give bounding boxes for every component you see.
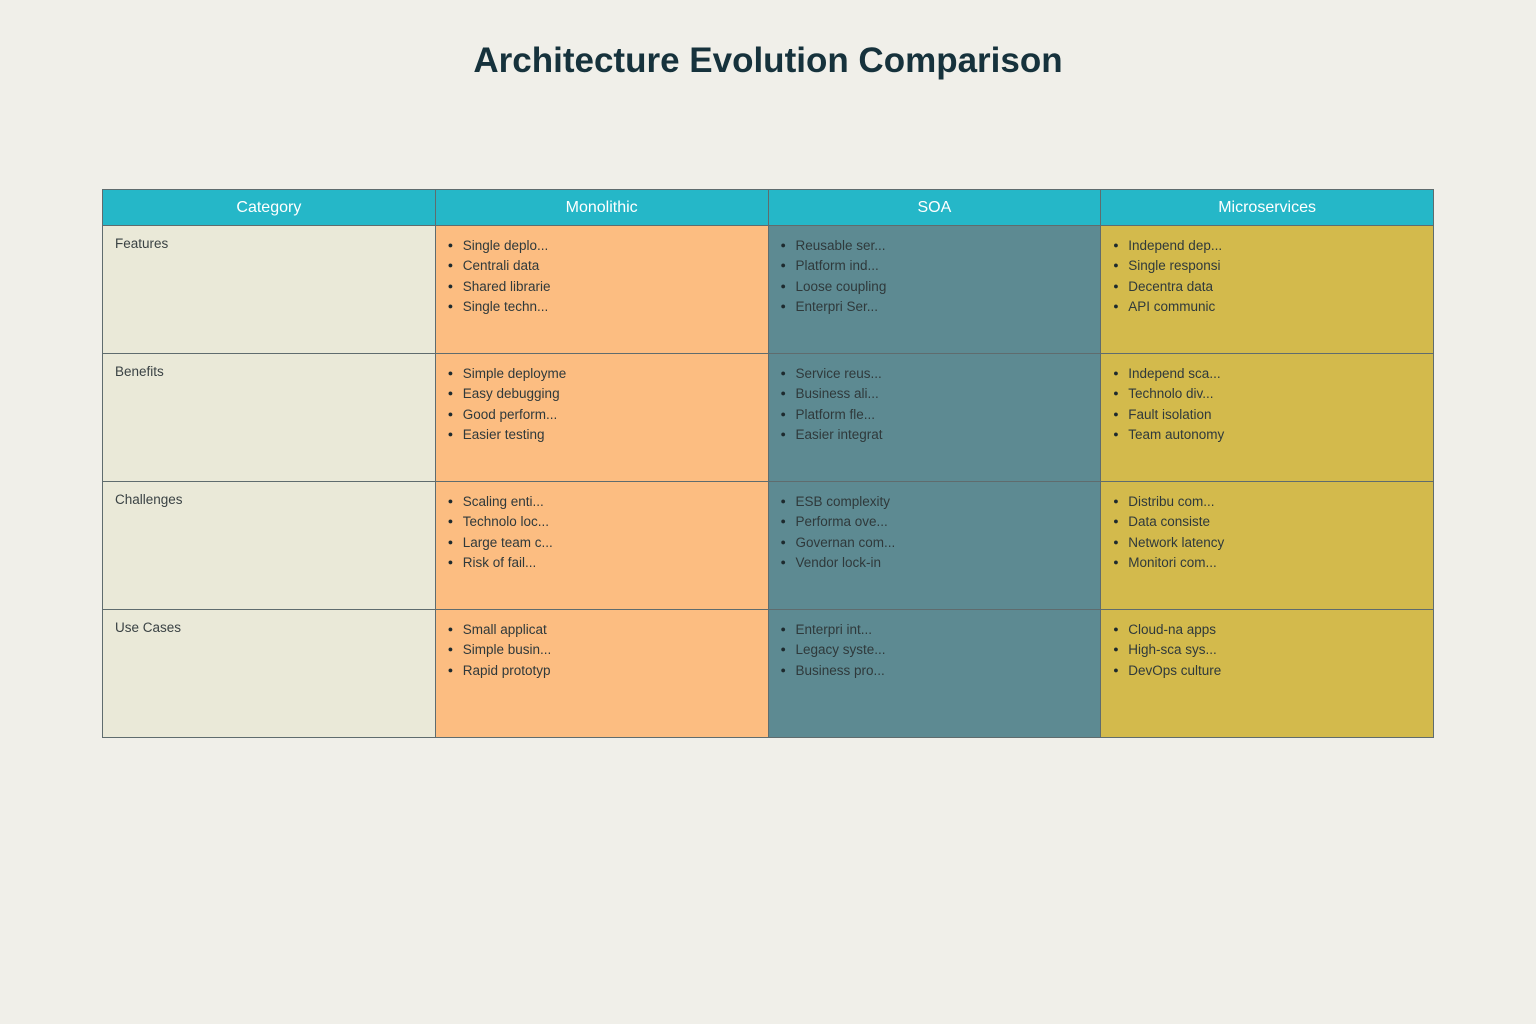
- table-row: Features Single deplo... Centrali data Shar…: [102, 225, 1434, 354]
- bullet-item: Data consiste: [1113, 514, 1421, 531]
- bullet-list: Reusable ser... Platform ind... Loose coup…: [781, 238, 1089, 316]
- column-header-monolithic: Monolithic: [434, 189, 769, 226]
- bullet-item: Easy debugging: [448, 386, 756, 403]
- bullet-item: Enterpri Ser...: [781, 299, 1089, 316]
- cell-microservices: Distribu com... Data consiste Network late…: [1100, 481, 1434, 610]
- bullet-item: API communic: [1113, 299, 1421, 316]
- table-head: Category Monolithic SOA Microservices: [102, 189, 1434, 226]
- bullet-item: Technolo div...: [1113, 386, 1421, 403]
- bullet-item: Governan com...: [781, 535, 1089, 552]
- bullet-item: Vendor lock-in: [781, 555, 1089, 572]
- row-category-label: Challenges: [102, 481, 436, 610]
- table-row: Challenges Scaling enti... Technolo loc...…: [102, 481, 1434, 610]
- bullet-item: Small applicat: [448, 622, 756, 639]
- bullet-item: Reusable ser...: [781, 238, 1089, 255]
- cell-monolithic: Small applicat Simple busin... Rapid proto…: [434, 609, 769, 738]
- bullet-item: Enterpri int...: [781, 622, 1089, 639]
- header-row: Category Monolithic SOA Microservices: [102, 189, 1434, 226]
- bullet-list: Distribu com... Data consiste Network late…: [1113, 494, 1421, 572]
- bullet-item: Rapid prototyp: [448, 663, 756, 680]
- bullet-item: Business ali...: [781, 386, 1089, 403]
- bullet-item: Large team c...: [448, 535, 756, 552]
- bullet-item: Fault isolation: [1113, 407, 1421, 424]
- bullet-item: Risk of fail...: [448, 555, 756, 572]
- bullet-item: Network latency: [1113, 535, 1421, 552]
- table-body: Features Single deplo... Centrali data Shar…: [102, 225, 1434, 738]
- column-header-category: Category: [102, 189, 436, 226]
- row-category-label: Use Cases: [102, 609, 436, 738]
- table-row: Use Cases Small applicat Simple busin... Ra…: [102, 609, 1434, 738]
- bullet-item: Simple deployme: [448, 366, 756, 383]
- bullet-item: Scaling enti...: [448, 494, 756, 511]
- cell-soa: Enterpri int... Legacy syste... Business p…: [767, 609, 1102, 738]
- bullet-list: ESB complexity Performa ove... Governan co…: [781, 494, 1089, 572]
- cell-monolithic: Scaling enti... Technolo loc... Large team…: [434, 481, 769, 610]
- cell-soa: Service reus... Business ali... Platform f…: [767, 353, 1102, 482]
- bullet-list: Simple deployme Easy debugging Good perfor…: [448, 366, 756, 444]
- bullet-item: Team autonomy: [1113, 427, 1421, 444]
- bullet-item: Good perform...: [448, 407, 756, 424]
- bullet-list: Scaling enti... Technolo loc... Large team…: [448, 494, 756, 572]
- row-category-label: Benefits: [102, 353, 436, 482]
- bullet-item: DevOps culture: [1113, 663, 1421, 680]
- cell-soa: Reusable ser... Platform ind... Loose coup…: [767, 225, 1102, 354]
- bullet-item: Loose coupling: [781, 279, 1089, 296]
- bullet-item: Legacy syste...: [781, 642, 1089, 659]
- bullet-item: Platform ind...: [781, 258, 1089, 275]
- table-row: Benefits Simple deployme Easy debugging Goo…: [102, 353, 1434, 482]
- bullet-item: Easier integrat: [781, 427, 1089, 444]
- bullet-list: Independ dep... Single responsi Decentra d…: [1113, 238, 1421, 316]
- bullet-item: Simple busin...: [448, 642, 756, 659]
- bullet-list: Enterpri int... Legacy syste... Business p…: [781, 622, 1089, 680]
- cell-microservices: Cloud-na apps High-sca sys... DevOps cultu…: [1100, 609, 1434, 738]
- bullet-item: Business pro...: [781, 663, 1089, 680]
- bullet-item: Decentra data: [1113, 279, 1421, 296]
- bullet-item: Monitori com...: [1113, 555, 1421, 572]
- cell-soa: ESB complexity Performa ove... Governan co…: [767, 481, 1102, 610]
- bullet-item: ESB complexity: [781, 494, 1089, 511]
- cell-monolithic: Single deplo... Centrali data Shared libra…: [434, 225, 769, 354]
- page-title: Architecture Evolution Comparison: [473, 41, 1063, 80]
- bullet-item: Single responsi: [1113, 258, 1421, 275]
- bullet-item: Technolo loc...: [448, 514, 756, 531]
- column-header-soa: SOA: [767, 189, 1102, 226]
- row-category-label: Features: [102, 225, 436, 354]
- bullet-item: Cloud-na apps: [1113, 622, 1421, 639]
- bullet-item: Single techn...: [448, 299, 756, 316]
- bullet-list: Small applicat Simple busin... Rapid proto…: [448, 622, 756, 680]
- bullet-item: Independ dep...: [1113, 238, 1421, 255]
- bullet-list: Single deplo... Centrali data Shared libra…: [448, 238, 756, 316]
- cell-microservices: Independ dep... Single responsi Decentra d…: [1100, 225, 1434, 354]
- column-header-microservices: Microservices: [1100, 189, 1434, 226]
- cell-monolithic: Simple deployme Easy debugging Good perfor…: [434, 353, 769, 482]
- bullet-item: Service reus...: [781, 366, 1089, 383]
- bullet-item: High-sca sys...: [1113, 642, 1421, 659]
- bullet-item: Performa ove...: [781, 514, 1089, 531]
- bullet-list: Cloud-na apps High-sca sys... DevOps cultu…: [1113, 622, 1421, 680]
- bullet-item: Distribu com...: [1113, 494, 1421, 511]
- bullet-list: Independ sca... Technolo div... Fault isol…: [1113, 366, 1421, 444]
- bullet-item: Independ sca...: [1113, 366, 1421, 383]
- bullet-item: Platform fle...: [781, 407, 1089, 424]
- bullet-item: Single deplo...: [448, 238, 756, 255]
- bullet-item: Easier testing: [448, 427, 756, 444]
- bullet-list: Service reus... Business ali... Platform f…: [781, 366, 1089, 444]
- bullet-item: Shared librarie: [448, 279, 756, 296]
- bullet-item: Centrali data: [448, 258, 756, 275]
- cell-microservices: Independ sca... Technolo div... Fault isol…: [1100, 353, 1434, 482]
- comparison-table: Category Monolithic SOA Microservices Featu…: [102, 189, 1434, 738]
